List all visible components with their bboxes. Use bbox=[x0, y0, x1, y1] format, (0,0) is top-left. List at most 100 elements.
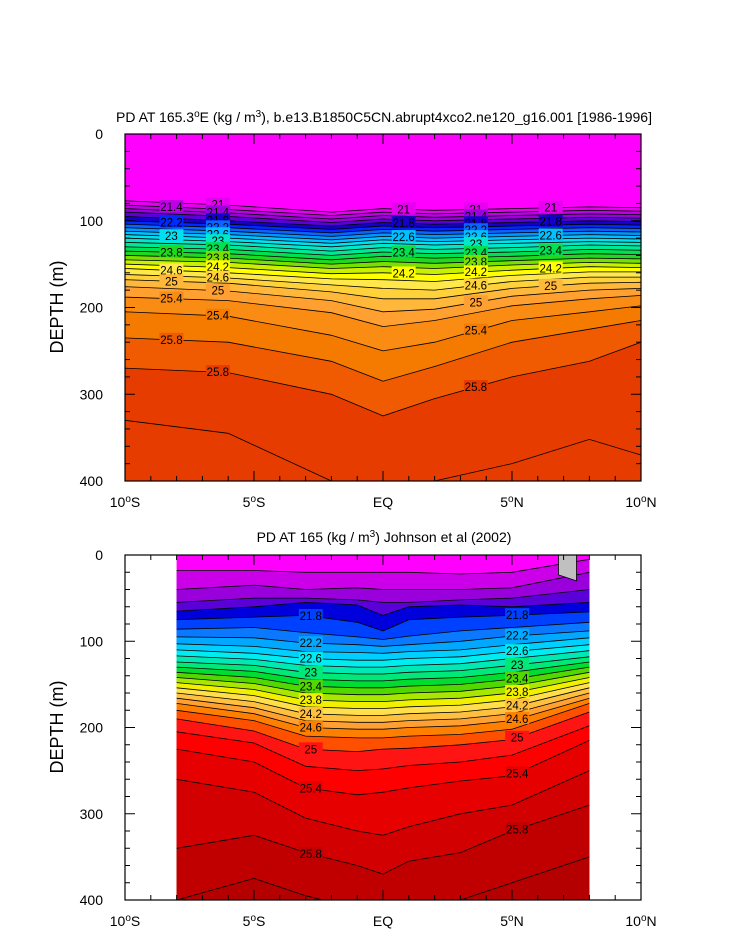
bottom-contour-line bbox=[176, 601, 590, 616]
bottom-contour-line bbox=[176, 661, 590, 682]
bottom-contour-label: 24.2 bbox=[506, 701, 528, 713]
top-y-tick-label: 400 bbox=[80, 473, 104, 489]
top-contour-label: 21 bbox=[397, 204, 410, 216]
top-contour-label-bg bbox=[391, 245, 416, 258]
top-contour-label: 25 bbox=[211, 286, 224, 298]
bottom-contour-line bbox=[176, 725, 590, 772]
bottom-contour-label: 23.4 bbox=[506, 673, 529, 685]
top-contour-label: 25.4 bbox=[207, 311, 230, 323]
top-contour-label: 23.4 bbox=[392, 248, 415, 260]
bottom-contour-label: 25.8 bbox=[300, 849, 322, 861]
bottom-contour-label: 22.6 bbox=[506, 646, 528, 658]
top-contour-label-bg bbox=[538, 278, 563, 291]
top-contour-label: 24.2 bbox=[392, 268, 414, 280]
top-contour-label: 21.8 bbox=[540, 217, 562, 229]
top-contour-line bbox=[125, 295, 641, 328]
bottom-contour-label-bg bbox=[298, 706, 323, 719]
top-contour-label: 25.4 bbox=[160, 294, 183, 306]
top-contour-label: 22.2 bbox=[160, 217, 182, 229]
top-contour-label-bg bbox=[205, 308, 230, 321]
bottom-contour-label: 22.6 bbox=[300, 654, 322, 666]
top-contour-label-bg bbox=[463, 278, 488, 291]
top-contour-line bbox=[125, 274, 641, 291]
top-x-tick-label: 10oN bbox=[625, 494, 656, 510]
top-contour-label-bg bbox=[159, 229, 184, 242]
bottom-x-tick-label: EQ bbox=[373, 913, 393, 929]
top-contour-label-bg bbox=[159, 332, 184, 345]
bottom-y-tick-label: 300 bbox=[80, 806, 104, 822]
bottom-contour-label-bg bbox=[505, 730, 530, 743]
bottom-contour-line bbox=[176, 697, 590, 730]
bottom-contour-label: 23 bbox=[511, 660, 524, 672]
top-contour-label: 23 bbox=[165, 231, 178, 243]
top-contour-label-bg bbox=[391, 266, 416, 279]
top-contour-label-bg bbox=[159, 291, 184, 304]
top-contour-label: 25.4 bbox=[465, 326, 488, 338]
bottom-y-tick-label: 0 bbox=[95, 547, 103, 563]
top-contour-label: 25.8 bbox=[465, 382, 487, 394]
bottom-contour-label-bg bbox=[505, 698, 530, 711]
bottom-contour-line bbox=[176, 571, 590, 590]
bottom-contour-label-bg bbox=[298, 846, 323, 859]
bottom-contour-line bbox=[176, 637, 590, 654]
top-contour-label: 24.6 bbox=[207, 273, 229, 285]
bottom-contour-label-bg bbox=[298, 665, 323, 678]
top-y-tick-label: 0 bbox=[95, 126, 103, 142]
bottom-contour-label-bg bbox=[298, 720, 323, 733]
bottom-contour-label: 23 bbox=[304, 667, 317, 679]
top-contour-label-bg bbox=[205, 260, 230, 273]
bottom-contour-line bbox=[176, 677, 590, 702]
bottom-x-tick-label: 5oS bbox=[243, 913, 266, 929]
bottom-contour-line bbox=[176, 687, 590, 716]
top-contour-line bbox=[125, 419, 641, 481]
bottom-band-25 bbox=[176, 805, 590, 900]
bottom-contour-label-bg bbox=[298, 781, 323, 794]
bottom-y-tick-label: 400 bbox=[80, 892, 104, 908]
top-x-tick-label: 5oS bbox=[243, 494, 266, 510]
bottom-contour-panel: 21.822.222.62323.423.824.224.62525.425.8… bbox=[80, 547, 657, 929]
bottom-x-tick-label: 10oN bbox=[625, 913, 656, 929]
bottom-contour-line bbox=[176, 611, 590, 632]
bottom-contour-label: 22.2 bbox=[506, 631, 528, 643]
bottom-y-tick-label: 200 bbox=[80, 720, 104, 736]
top-contour-label-bg bbox=[538, 214, 563, 227]
bottom-contour-label-bg bbox=[505, 644, 530, 657]
bottom-contour-line bbox=[176, 671, 590, 696]
bottom-contour-label-bg bbox=[505, 712, 530, 725]
bottom-contour-label-bg bbox=[505, 608, 530, 621]
bottom-contour-line bbox=[176, 740, 590, 796]
top-contour-label: 24.6 bbox=[465, 281, 487, 293]
top-x-tick-label: 5oN bbox=[500, 494, 523, 510]
bottom-contour-label: 23.4 bbox=[300, 681, 323, 693]
top-contour-label-bg bbox=[159, 263, 184, 276]
bottom-contour-label-bg bbox=[298, 651, 323, 664]
top-contour-label: 22.6 bbox=[540, 230, 562, 242]
bottom-contour-label-bg bbox=[298, 742, 323, 755]
top-contour-label: 22.6 bbox=[392, 232, 414, 244]
bottom-contour-label: 24.6 bbox=[300, 723, 322, 735]
bottom-contour-line bbox=[176, 703, 590, 739]
bottom-contour-label-bg bbox=[505, 822, 530, 835]
top-contour-label-bg bbox=[463, 295, 488, 308]
top-y-axis-label: DEPTH (m) bbox=[47, 261, 67, 354]
top-contour-label: 25.8 bbox=[160, 335, 182, 347]
top-contour-label-bg bbox=[463, 254, 488, 267]
bottom-chart-title: PD AT 165 (kg / m3) Johnson et al (2002) bbox=[257, 529, 512, 545]
top-contour-label-bg bbox=[463, 265, 488, 278]
bottom-y-axis-label: DEPTH (m) bbox=[47, 681, 67, 774]
top-contour-line bbox=[125, 341, 641, 417]
top-contour-label-bg bbox=[538, 243, 563, 256]
bottom-contour-line bbox=[176, 644, 590, 661]
top-contour-label-bg bbox=[463, 380, 488, 393]
top-contour-label-bg bbox=[463, 245, 488, 258]
top-contour-label: 25 bbox=[544, 281, 557, 293]
bottom-contour-label: 25.4 bbox=[506, 768, 529, 780]
top-contour-label: 21.4 bbox=[160, 202, 183, 214]
bottom-contour-label: 25.4 bbox=[300, 784, 323, 796]
top-contour-line bbox=[125, 305, 641, 352]
bottom-contour-label-bg bbox=[505, 657, 530, 670]
top-contour-label-bg bbox=[391, 202, 416, 215]
top-contour-line bbox=[125, 255, 641, 265]
top-y-tick-label: 200 bbox=[80, 300, 104, 316]
top-contour-label-bg bbox=[159, 245, 184, 258]
